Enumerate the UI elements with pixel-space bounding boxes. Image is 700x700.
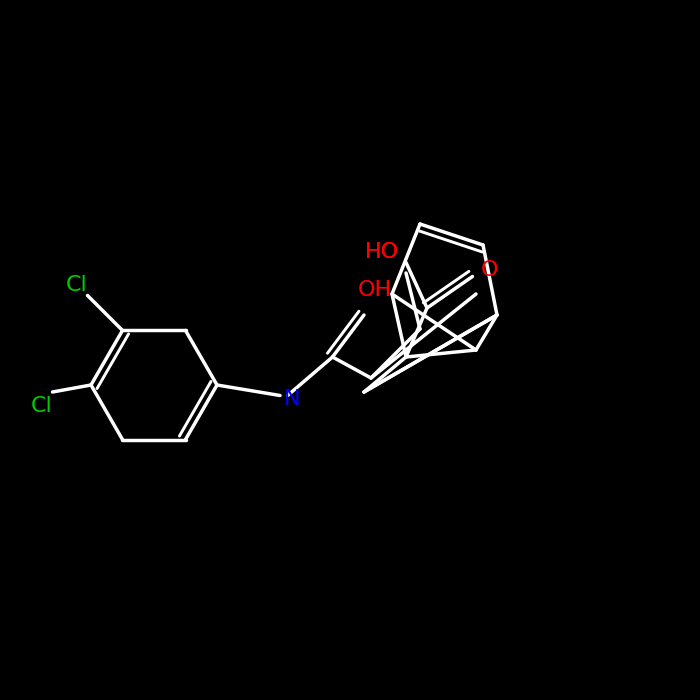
Text: Cl: Cl xyxy=(31,396,53,416)
Text: Cl: Cl xyxy=(66,275,88,295)
Text: HO: HO xyxy=(365,242,398,262)
Text: N: N xyxy=(284,389,301,409)
Text: HO: HO xyxy=(365,242,398,262)
Text: OH: OH xyxy=(358,281,391,300)
Text: O: O xyxy=(482,260,498,279)
